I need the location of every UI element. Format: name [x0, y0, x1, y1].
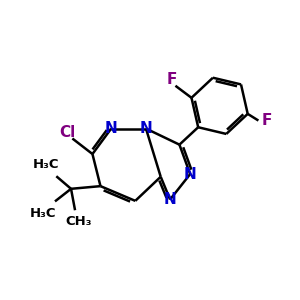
Text: F: F — [166, 72, 177, 87]
Text: CH₃: CH₃ — [66, 215, 92, 228]
Text: F: F — [262, 113, 272, 128]
Text: N: N — [184, 167, 197, 182]
Text: N: N — [140, 121, 152, 136]
Text: Cl: Cl — [59, 125, 75, 140]
Text: N: N — [105, 121, 118, 136]
Text: N: N — [164, 192, 176, 207]
Text: H₃C: H₃C — [32, 158, 59, 171]
Text: H₃C: H₃C — [30, 207, 56, 220]
